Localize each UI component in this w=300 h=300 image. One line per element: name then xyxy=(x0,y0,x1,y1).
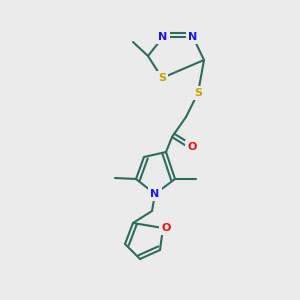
Text: S: S xyxy=(158,73,166,83)
Text: S: S xyxy=(194,88,202,98)
Text: N: N xyxy=(158,32,168,42)
Text: O: O xyxy=(161,223,171,233)
Text: O: O xyxy=(187,142,197,152)
Text: N: N xyxy=(188,32,198,42)
Text: N: N xyxy=(150,189,160,199)
